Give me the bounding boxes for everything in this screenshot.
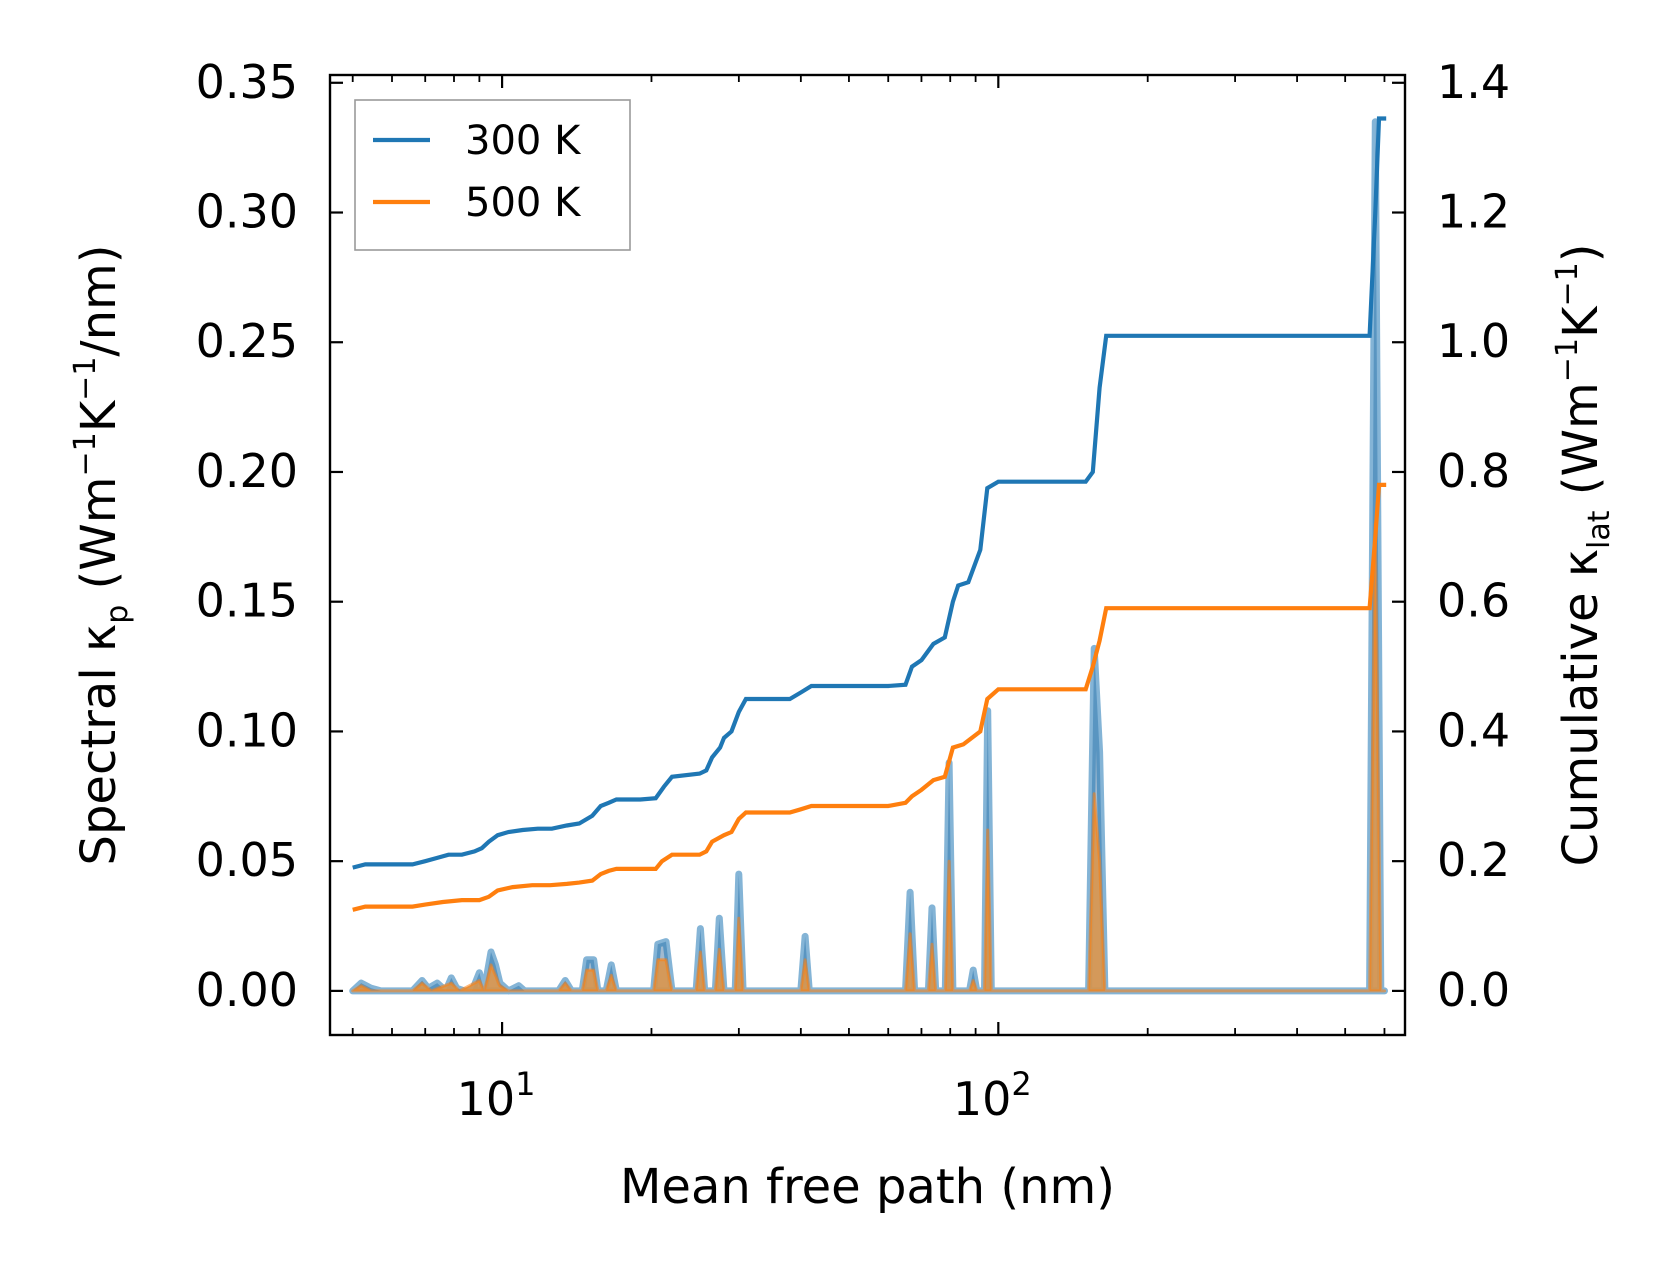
y-right-tick-label: 0.2 — [1437, 833, 1510, 887]
spectral-area-300k — [349, 118, 1388, 995]
x-tick-label: 101 — [457, 1065, 536, 1126]
y-right-axis-label: Cumulative κlat (Wm−1K−1) — [1550, 244, 1617, 867]
y-left-tick-label: 0.00 — [196, 963, 298, 1017]
y-left-tick-label: 0.05 — [196, 833, 298, 887]
y-right-tick-label: 1.4 — [1437, 55, 1510, 109]
plot-frame — [328, 73, 1407, 1037]
x-tick-label: 102 — [953, 1065, 1032, 1126]
y-right-tick-label: 1.0 — [1437, 314, 1510, 368]
legend-box — [354, 99, 631, 251]
x-axis-label: Mean free path (nm) — [620, 1159, 1115, 1215]
y-right-tick-label: 0.6 — [1437, 574, 1510, 628]
y-left-tick-label: 0.35 — [196, 55, 298, 109]
legend-label: 300 K — [465, 118, 582, 164]
y-left-tick-label: 0.30 — [196, 185, 298, 239]
legend: 300 K 500 K — [354, 99, 631, 251]
y-left-tick-label: 0.15 — [196, 574, 298, 628]
y-left-tick-label: 0.20 — [196, 444, 298, 498]
y-right-tick-label: 0.0 — [1437, 963, 1510, 1017]
y-right-tick-label: 0.8 — [1437, 444, 1510, 498]
y-left-tick-label: 0.10 — [196, 703, 298, 757]
y-right-tick-label: 1.2 — [1437, 185, 1510, 239]
cumulative-line-500k — [352, 482, 1387, 912]
legend-label: 500 K — [465, 180, 582, 226]
spectral-area-500k — [351, 522, 1386, 993]
y-right-tick-label: 0.4 — [1437, 703, 1510, 757]
y-left-axis-label: Spectral κp (Wm−1K−1/nm) — [68, 245, 135, 866]
cumulative-line-300k — [352, 116, 1387, 870]
y-left-tick-label: 0.25 — [196, 314, 298, 368]
